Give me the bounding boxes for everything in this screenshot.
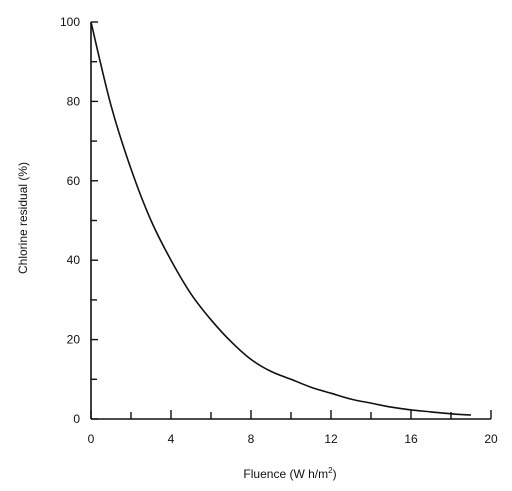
x-axis-label-main: Fluence (W h/m: [243, 467, 328, 481]
y-tick-label: 80: [67, 94, 81, 108]
y-tick-label: 100: [60, 15, 80, 29]
y-tick-labels: 0 20 40 60 80 100: [60, 15, 80, 426]
y-tick-label: 20: [67, 333, 81, 347]
y-axis-label: Chlorine residual (%): [16, 162, 30, 274]
y-tick-label: 40: [67, 253, 81, 267]
x-axis-label: Fluence (W h/m2): [243, 466, 336, 481]
y-ticks: [91, 21, 98, 420]
x-tick-label: 4: [168, 432, 175, 446]
chlorine-residual-line: [90, 21, 472, 416]
y-tick-label: 60: [67, 174, 81, 188]
x-axis-label-tail: ): [333, 467, 337, 481]
x-tick-label: 0: [88, 432, 95, 446]
y-tick-label: 0: [73, 412, 80, 426]
x-axis-label-superscript: 2: [328, 466, 333, 475]
x-tick-label: 16: [404, 432, 418, 446]
x-tick-labels: 0 4 8 12 16 20: [88, 432, 498, 446]
x-tick-label: 8: [248, 432, 255, 446]
x-tick-label: 12: [324, 432, 338, 446]
x-tick-label: 20: [484, 432, 498, 446]
